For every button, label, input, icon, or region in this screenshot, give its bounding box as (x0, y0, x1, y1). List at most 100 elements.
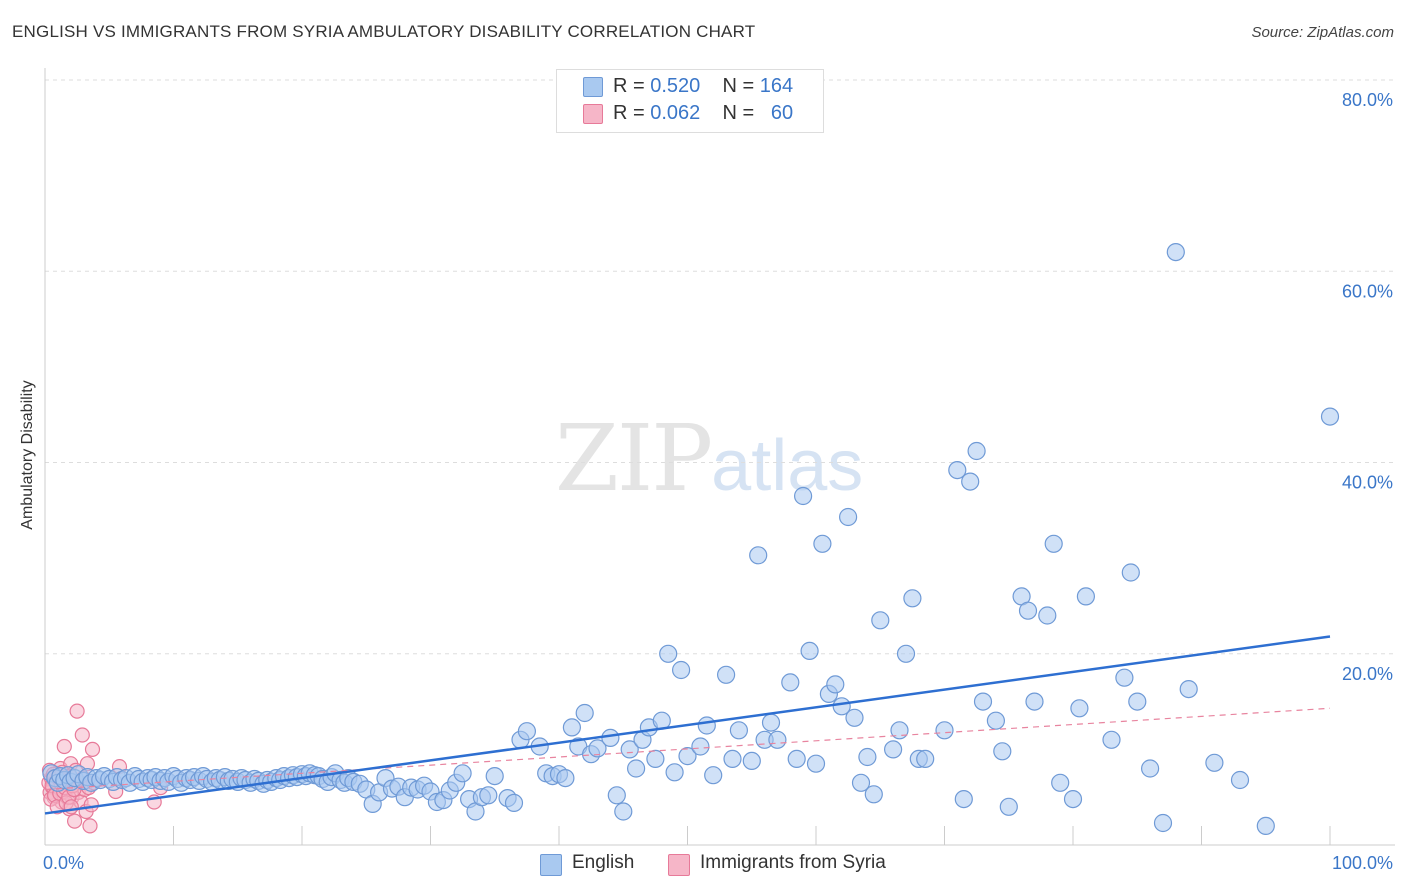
english-point-156 (954, 789, 973, 809)
english-point-126 (723, 749, 742, 769)
english-point-153 (916, 749, 935, 769)
english-point-140 (826, 675, 845, 694)
x-tick-label-min: 0.0% (43, 853, 84, 873)
n-value-syria: 60 (770, 102, 794, 124)
english-point-125 (716, 665, 736, 684)
watermark-zip: ZIP (555, 405, 713, 512)
english-point-182 (1256, 816, 1275, 836)
english-point-157 (961, 472, 980, 491)
english-legend-label: English (572, 852, 635, 873)
english-point-150 (896, 644, 916, 663)
english-legend-swatch (540, 854, 562, 876)
y-tick-label-40: 40.0% (1342, 473, 1393, 493)
n-value-english: 164 (759, 75, 794, 97)
english-point-123 (697, 716, 716, 735)
english-point-111 (614, 802, 633, 821)
syria-point-12 (56, 738, 72, 755)
english-point-155 (948, 461, 967, 480)
chart-title: ENGLISH VS IMMIGRANTS FROM SYRIA AMBULAT… (12, 22, 756, 41)
english-point-161 (993, 742, 1012, 761)
english-point-171 (1076, 587, 1096, 606)
english-point-119 (665, 763, 684, 782)
english-point-109 (601, 728, 620, 748)
english-point-167 (1044, 534, 1063, 553)
english-point-165 (1025, 692, 1044, 711)
english-point-172 (1102, 730, 1121, 749)
english-point-164 (1018, 601, 1038, 620)
english-point-133 (781, 673, 800, 692)
english-point-168 (1051, 773, 1070, 792)
y-axis-label: Ambulatory Disability (19, 380, 36, 530)
english-trend-line (44, 635, 1331, 815)
grid-layer (45, 79, 1395, 655)
english-point-159 (973, 692, 993, 711)
english-point-127 (729, 721, 749, 740)
english-point-112 (620, 740, 639, 759)
english-point-154 (935, 721, 954, 740)
english-point-134 (787, 749, 806, 769)
syria-legend-swatch (668, 854, 690, 876)
english-point-132 (768, 730, 787, 749)
english-point-175 (1128, 692, 1147, 711)
english-point-137 (806, 754, 826, 773)
english-point-178 (1166, 243, 1185, 262)
english-points (42, 243, 1340, 836)
english-point-174 (1121, 563, 1140, 582)
english-point-131 (761, 713, 781, 732)
english-point-122 (691, 737, 710, 756)
english-point-136 (800, 641, 819, 661)
english-point-106 (575, 703, 594, 723)
watermark-atlas: atlas (711, 426, 864, 506)
english-point-118 (659, 644, 678, 663)
english-point-181 (1230, 770, 1250, 790)
english-point-151 (903, 589, 922, 608)
r-label: R = (613, 102, 645, 124)
syria-trend-line (44, 707, 1331, 791)
syria-swatch (583, 104, 603, 124)
english-point-108 (588, 739, 607, 758)
english-point-144 (851, 773, 871, 792)
english-point-116 (646, 749, 665, 769)
english-point-138 (813, 534, 832, 553)
stats-legend: R = 0.520 N = 164 R = 0.062 N = 60 (556, 69, 824, 133)
english-point-166 (1038, 606, 1057, 625)
english-point-176 (1140, 759, 1160, 778)
english-point-129 (749, 546, 768, 565)
english-point-143 (845, 708, 864, 727)
syria-point-32 (82, 818, 98, 834)
english-point-177 (1153, 813, 1173, 833)
english-point-96 (504, 793, 524, 813)
x-tick-label-max: 100.0% (1332, 853, 1393, 873)
english-point-170 (1070, 699, 1089, 718)
english-point-158 (967, 441, 986, 461)
english-point-121 (678, 746, 697, 766)
english-point-160 (986, 711, 1006, 730)
r-value-syria: 0.062 (650, 102, 701, 124)
r-label: R = (613, 75, 645, 97)
y-tick-label-60: 60.0% (1342, 281, 1393, 301)
axis-layer (44, 68, 1395, 846)
n-label: N = (722, 102, 755, 124)
english-point-179 (1179, 679, 1198, 699)
english-point-142 (838, 507, 858, 527)
syria-point-22 (69, 703, 85, 719)
n-label: N = (722, 75, 755, 97)
english-point-145 (858, 747, 877, 767)
english-point-98 (517, 722, 537, 741)
syria-point-26 (74, 727, 90, 743)
english-point-103 (556, 768, 575, 788)
english-point-169 (1063, 789, 1083, 809)
r-value-english: 0.520 (650, 75, 701, 97)
english-point-113 (626, 759, 646, 778)
english-point-147 (871, 611, 890, 630)
watermark: ZIPatlas (555, 405, 863, 512)
english-point-110 (607, 786, 626, 805)
english-swatch (583, 77, 603, 97)
tick-labels: 20.0% 40.0% 60.0% 80.0% 0.0% 100.0% (43, 90, 1393, 873)
english-point-173 (1115, 668, 1134, 687)
syria-point-20 (66, 813, 83, 829)
english-point-89 (453, 764, 472, 783)
syria-legend-label: Immigrants from Syria (700, 852, 886, 873)
english-point-180 (1205, 753, 1224, 772)
